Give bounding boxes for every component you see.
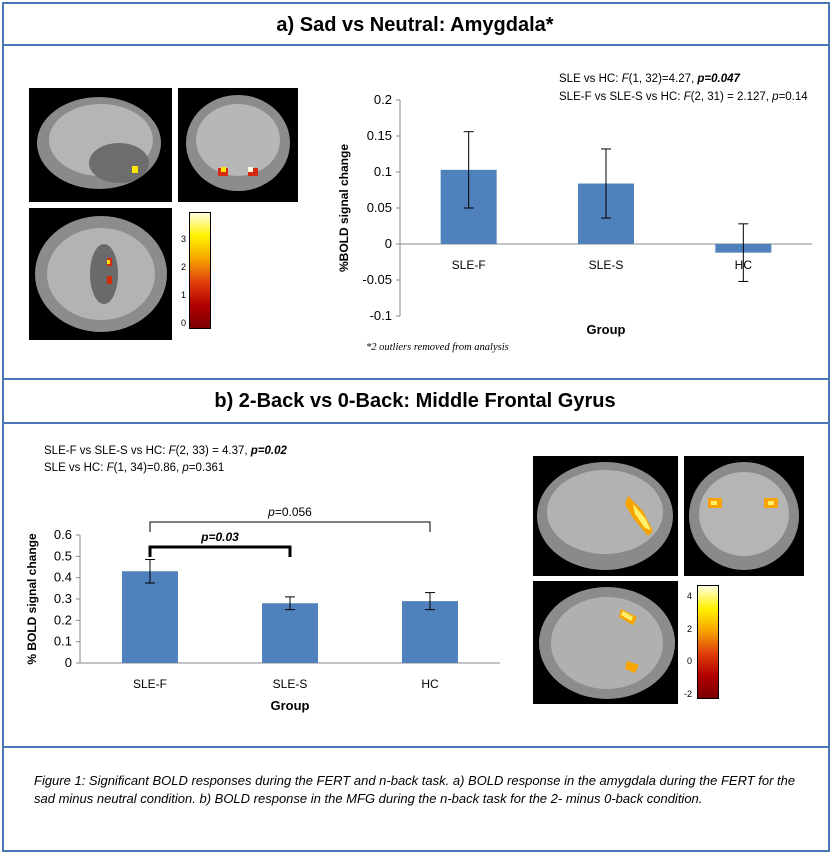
- colorbar-tick-label: 0: [686, 656, 692, 667]
- y-axis-label: %BOLD signal change: [337, 144, 351, 272]
- colorbar-tick-label: 4: [686, 591, 692, 601]
- sagittal-brain-image-a: [29, 88, 172, 202]
- colorbar-a: [189, 212, 211, 329]
- panel-b-stat-line-1: SLE-F vs SLE-S vs HC: F(2, 33) = 4.37, p…: [44, 445, 287, 457]
- panel-a-title-divider: [2, 44, 830, 46]
- y-tick-label: 0.15: [367, 128, 392, 143]
- bar-sle-s: [262, 603, 318, 663]
- chart-a: 0.2 0.15 0.1 0.05 0 -0.05 -0.1 SLE-F SLE-S HC Grou…: [337, 92, 812, 337]
- panel-a-stat-line-1: SLE vs HC: F(1, 32)=4.27, p=0.047: [559, 73, 740, 85]
- y-tick-label: 0.05: [367, 200, 392, 215]
- category-label: SLE-F: [133, 677, 167, 691]
- x-axis-label: Group: [271, 698, 310, 713]
- panel-b-title: b) 2-Back vs 0-Back: Middle Frontal Gyru…: [214, 390, 616, 412]
- y-tick-label: 0.1: [54, 634, 72, 649]
- colorbar-b: [697, 585, 719, 699]
- category-label: SLE-F: [452, 258, 486, 272]
- panel-a-title: a) Sad vs Neutral: Amygdala*: [276, 14, 554, 36]
- axial-brain-image-b: [533, 581, 678, 704]
- significance-bracket-2: [149, 521, 431, 532]
- bracket-1-label: p=0.03: [200, 530, 239, 544]
- colorbar-tick-label: 3: [180, 234, 186, 244]
- colorbar-tick-label: 0: [180, 318, 186, 328]
- y-tick-label: 0.4: [54, 570, 72, 585]
- y-tick-label: 0: [385, 236, 392, 251]
- coronal-brain-image-a: [178, 88, 298, 202]
- significance-bracket-1: [148, 545, 292, 557]
- y-axis-label: % BOLD signal change: [25, 533, 39, 665]
- panel-b-title-divider: [2, 422, 830, 424]
- y-tick-label: -0.1: [370, 308, 392, 323]
- panel-a-footnote: *2 outliers removed from analysis: [366, 342, 509, 353]
- sagittal-brain-image-b: [533, 456, 678, 576]
- chart-b: 0.6 0.5 0.4 0.3 0.2 0.1 0 SLE-F SLE-S HC Group % BO…: [25, 505, 500, 713]
- category-label: HC: [421, 677, 439, 691]
- category-label: HC: [735, 258, 753, 272]
- coronal-brain-image-b: [684, 456, 804, 576]
- panel-divider-1: [2, 378, 830, 380]
- figure-caption: Figure 1: Significant BOLD responses dur…: [34, 773, 796, 806]
- y-tick-label: 0.1: [374, 164, 392, 179]
- bracket-2-label: p=0.056: [267, 505, 312, 519]
- category-label: SLE-S: [273, 677, 308, 691]
- category-label: SLE-S: [589, 258, 624, 272]
- y-tick-label: 0.3: [54, 591, 72, 606]
- x-axis-label: Group: [587, 322, 626, 337]
- colorbar-tick-label: 2: [686, 623, 692, 634]
- bar-sle-f: [122, 571, 178, 663]
- colorbar-tick-label: -2: [683, 689, 692, 699]
- y-tick-label: 0.2: [374, 92, 392, 107]
- panel-b-stat-line-2: SLE vs HC: F(1, 34)=0.86, p=0.361: [44, 462, 225, 474]
- panel-divider-2: [2, 746, 830, 748]
- bar-hc: [402, 601, 458, 663]
- colorbar-tick-label: 2: [180, 262, 186, 272]
- panel-a-stat-line-2: SLE-F vs SLE-S vs HC: F(2, 31) = 2.127, …: [559, 91, 808, 103]
- axial-brain-image-a: [29, 208, 172, 340]
- y-tick-label: 0: [65, 655, 72, 670]
- y-tick-label: 0.5: [54, 548, 72, 563]
- colorbar-tick-label: 1: [180, 290, 186, 300]
- y-tick-label: 0.2: [54, 612, 72, 627]
- y-tick-label: -0.05: [362, 272, 392, 287]
- y-tick-label: 0.6: [54, 527, 72, 542]
